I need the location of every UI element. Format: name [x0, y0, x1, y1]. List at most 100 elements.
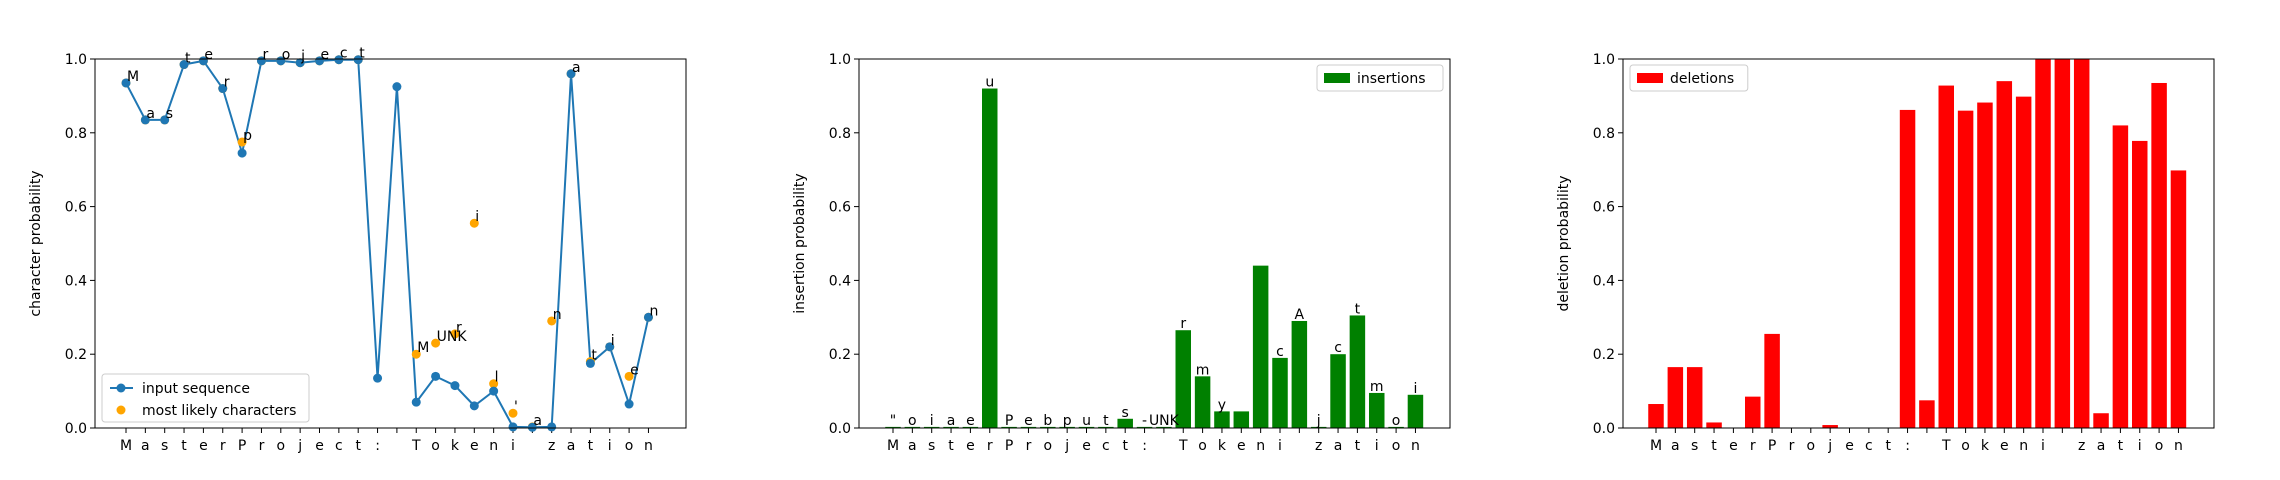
x-tick-label: o [1044, 438, 1053, 454]
input-point [431, 371, 441, 381]
chart-panel-3: 0.0 0.2 0.4 0.6 0.8 1.0 deletion probability M a… [1556, 52, 2215, 454]
bar-deletions [1745, 396, 1761, 428]
input-point [353, 55, 363, 65]
bar-insertions [1194, 376, 1211, 428]
input-point [469, 401, 479, 411]
bar-deletions [1686, 367, 1703, 428]
x-tick-label: o [625, 438, 634, 454]
legend-box [101, 373, 310, 423]
point-annotation: i [475, 209, 479, 225]
input-point [237, 148, 247, 158]
x-tick-label: t [948, 438, 954, 454]
point-annotation: UNK [437, 329, 468, 345]
legend: insertions [1316, 64, 1444, 92]
input-point [411, 397, 421, 407]
bar-insertions [1330, 354, 1346, 428]
bar-deletions [2035, 59, 2051, 428]
x-tick-label: i [1375, 438, 1379, 454]
point-annotation: a [572, 60, 581, 76]
y-tick-label: 1.0 [65, 52, 87, 68]
bar-deletions [2093, 413, 2109, 428]
x-tick-label: o [1198, 438, 1207, 454]
point-annotation: c [340, 46, 348, 62]
bar-annotation: u [985, 75, 994, 91]
bar-annotation: A [1295, 307, 1305, 323]
x-tick-label: z [1315, 438, 1322, 454]
point-annotation: n [649, 303, 658, 319]
x-tick-label: e [470, 438, 479, 454]
legend-point-marker [116, 405, 126, 415]
x-tick-label: e [1082, 438, 1091, 454]
legend-color-swatch [1324, 73, 1350, 83]
point-annotation: a [533, 413, 542, 429]
x-tick-label: a [1671, 438, 1680, 454]
x-tick-label: r [1789, 438, 1795, 454]
x-tick-label: e [2000, 438, 2009, 454]
x-tick-label: t [355, 438, 361, 454]
input-point [140, 115, 150, 125]
x-tick-label: t [2118, 438, 2124, 454]
x-tick-label: o [1961, 438, 1970, 454]
bar-insertions [1098, 426, 1114, 428]
bar-deletions [1957, 110, 1974, 428]
legend-color-swatch [1637, 73, 1663, 83]
y-tick-label: 1.0 [1593, 52, 1615, 68]
x-tick-label: T [1178, 438, 1188, 454]
y-axis-label: character probability [28, 170, 44, 316]
y-tick-label: 0.4 [65, 273, 87, 289]
input-point [373, 373, 383, 383]
point-annotation: p [243, 128, 252, 144]
x-tick-label: z [548, 438, 555, 454]
x-tick-label: : [1142, 438, 1147, 454]
legend: deletions [1629, 64, 1749, 92]
x-tick-label: i [2041, 438, 2045, 454]
x-tick-label: t [1122, 438, 1128, 454]
y-tick-label: 0.8 [829, 126, 851, 142]
point-annotation: j [300, 49, 305, 65]
x-tick-label: e [199, 438, 208, 454]
bar-insertions [1078, 426, 1095, 428]
y-tick-label: 0.0 [829, 421, 851, 437]
x-tick-label: i [608, 438, 612, 454]
y-tick-label: 0.2 [65, 347, 87, 363]
input-point [489, 386, 499, 396]
chart-panel-1: 0.0 0.2 0.4 0.6 0.8 1.0 character probability M… [28, 46, 687, 454]
x-tick-label: s [928, 438, 935, 454]
y-tick-label: 0.4 [829, 273, 851, 289]
bar-deletions [1899, 109, 1916, 428]
bar-annotation: a [947, 413, 956, 429]
x-tick-label: e [1845, 438, 1854, 454]
x-tick-label: n [2174, 438, 2183, 454]
legend-box [1629, 64, 1749, 92]
x-tick-label: n [2019, 438, 2028, 454]
bar-insertions [1291, 320, 1308, 428]
input-point [508, 422, 518, 432]
bar-deletions [1706, 422, 1722, 428]
y-tick-label: 1.0 [829, 52, 851, 68]
bar-insertions [1175, 330, 1191, 428]
x-tick-label: a [908, 438, 917, 454]
bar-deletions [1667, 367, 1684, 428]
input-point [585, 358, 595, 368]
bar-annotation: m [1370, 379, 1384, 395]
bar-insertions [904, 426, 921, 428]
y-tick-label: 0.6 [65, 200, 87, 216]
point-annotation: r [262, 47, 268, 63]
x-tick-label: o [277, 438, 286, 454]
bar-annotation: p [1063, 413, 1072, 429]
x-tick-label: c [1865, 438, 1873, 454]
y-axis-label: deletion probability [1556, 176, 1572, 312]
bar-deletions [2015, 96, 2032, 428]
bar-annotation: t [1355, 301, 1361, 317]
bar-insertions [1272, 357, 1288, 428]
bar-annotation: t [1103, 413, 1109, 429]
bar-insertions [1252, 265, 1269, 428]
bar-annotation: u [1082, 413, 1091, 429]
legend: input sequence most likely characters [101, 373, 310, 423]
input-point [218, 84, 228, 94]
bar-deletions [1938, 85, 1954, 429]
point-annotation: n [553, 307, 562, 323]
x-tick-label: e [1237, 438, 1246, 454]
x-tick-label: T [1941, 438, 1951, 454]
